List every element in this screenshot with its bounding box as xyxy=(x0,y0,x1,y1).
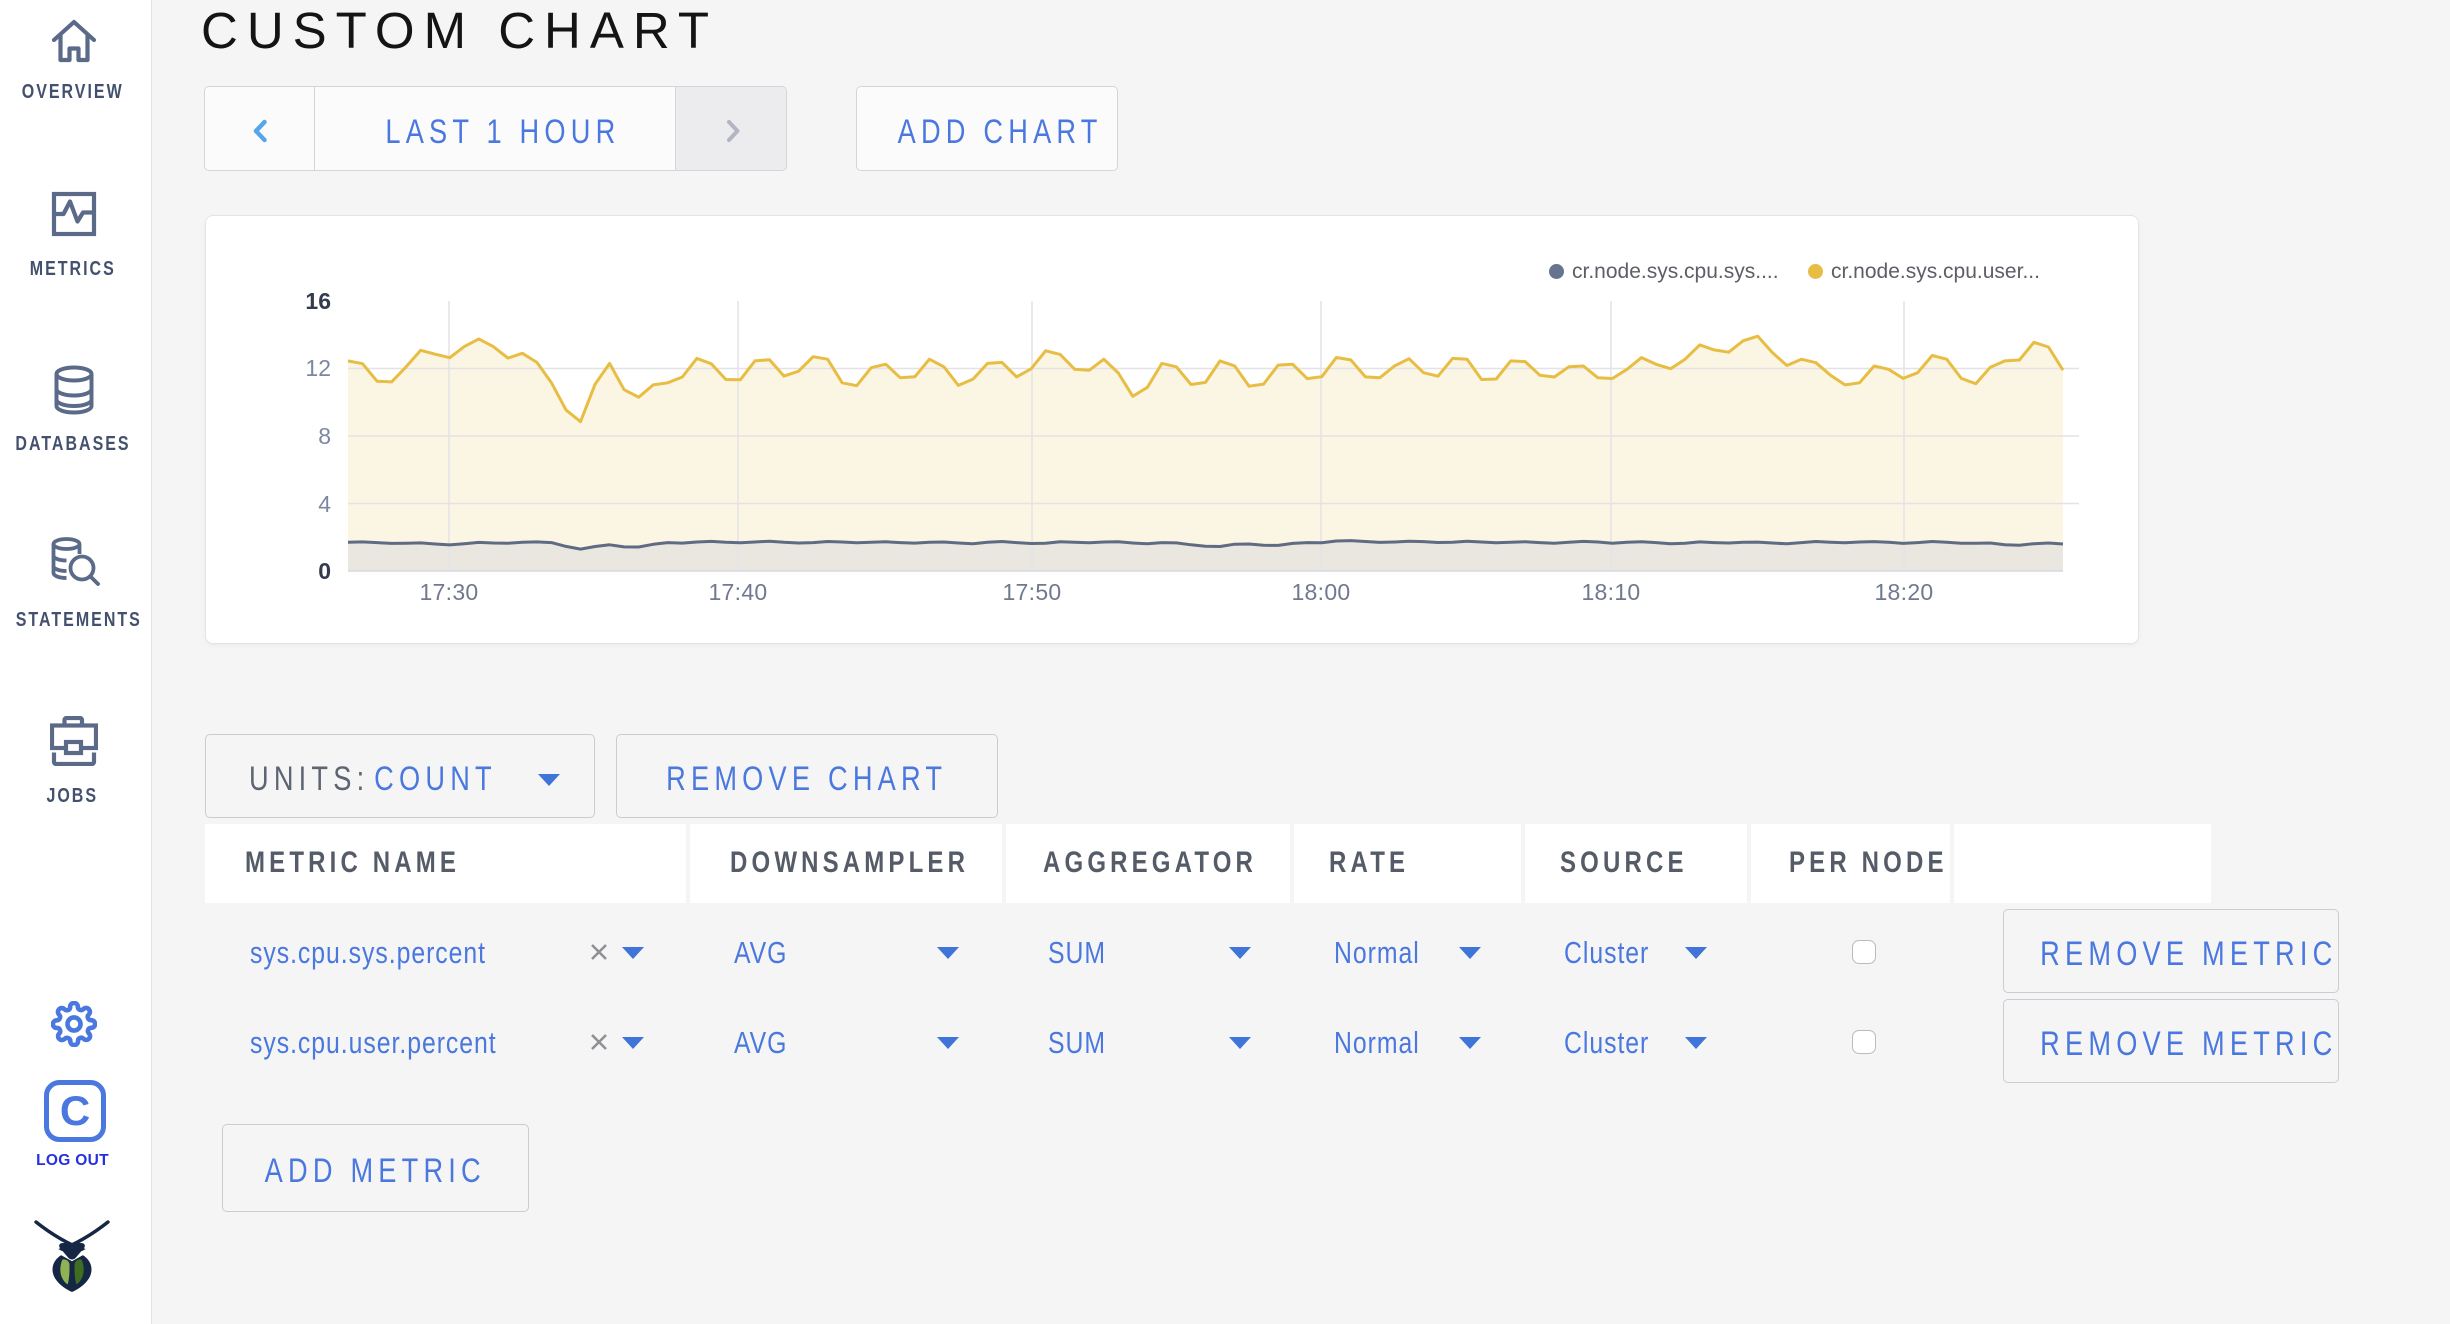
svg-text:18:20: 18:20 xyxy=(1874,579,1933,605)
svg-text:17:50: 17:50 xyxy=(1002,579,1061,605)
svg-text:17:30: 17:30 xyxy=(419,579,478,605)
svg-text:C: C xyxy=(60,1087,90,1134)
svg-text:16: 16 xyxy=(305,288,331,314)
svg-text:17:40: 17:40 xyxy=(708,579,767,605)
svg-text:4: 4 xyxy=(318,491,331,517)
svg-text:0: 0 xyxy=(318,558,331,584)
svg-text:8: 8 xyxy=(318,423,331,449)
svg-text:18:10: 18:10 xyxy=(1581,579,1640,605)
svg-text:12: 12 xyxy=(305,355,331,381)
svg-text:18:00: 18:00 xyxy=(1291,579,1350,605)
